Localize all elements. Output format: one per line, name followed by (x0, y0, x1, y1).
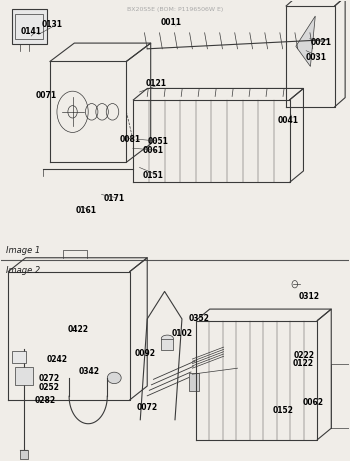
Bar (20, 449, 28, 459)
Text: 0051: 0051 (147, 136, 168, 146)
Text: 0031: 0031 (305, 53, 326, 62)
Text: 0222: 0222 (294, 351, 315, 360)
Text: 0102: 0102 (172, 329, 193, 337)
Bar (161, 338, 173, 350)
Text: 0141: 0141 (21, 27, 42, 35)
Text: 0312: 0312 (299, 292, 320, 301)
Bar (15, 367, 33, 385)
Text: 0252: 0252 (39, 383, 60, 392)
Bar (12, 9, 47, 44)
Ellipse shape (161, 335, 174, 342)
Text: 0131: 0131 (41, 20, 62, 29)
Text: Image 1: Image 1 (6, 246, 40, 255)
Text: 0171: 0171 (104, 194, 125, 203)
Text: 0092: 0092 (135, 349, 156, 358)
Text: 0061: 0061 (143, 146, 164, 155)
Text: 0272: 0272 (39, 373, 60, 383)
Text: 0122: 0122 (293, 359, 314, 368)
Bar (189, 373, 199, 391)
Ellipse shape (107, 372, 121, 384)
Text: 0342: 0342 (78, 367, 99, 376)
Text: 0161: 0161 (76, 206, 97, 215)
Text: 0041: 0041 (278, 116, 299, 125)
Polygon shape (296, 16, 315, 66)
Text: BX20S5E (BOM: P1196506W E): BX20S5E (BOM: P1196506W E) (127, 7, 223, 12)
Text: 0072: 0072 (137, 403, 158, 412)
Text: 0021: 0021 (310, 38, 331, 47)
Bar (12, 351, 26, 363)
Text: 0282: 0282 (34, 396, 56, 405)
Text: 0151: 0151 (143, 171, 164, 180)
Text: Image 2: Image 2 (6, 266, 40, 275)
Text: 0062: 0062 (302, 398, 323, 407)
Text: 0081: 0081 (119, 135, 141, 144)
Bar (15, 14, 43, 39)
Text: 0152: 0152 (272, 406, 293, 414)
Text: 0071: 0071 (36, 91, 57, 100)
Text: 0242: 0242 (47, 355, 68, 364)
Text: 0352: 0352 (189, 314, 210, 323)
Text: 0011: 0011 (161, 18, 182, 27)
Text: 0121: 0121 (146, 79, 167, 89)
Text: 0422: 0422 (67, 325, 88, 333)
